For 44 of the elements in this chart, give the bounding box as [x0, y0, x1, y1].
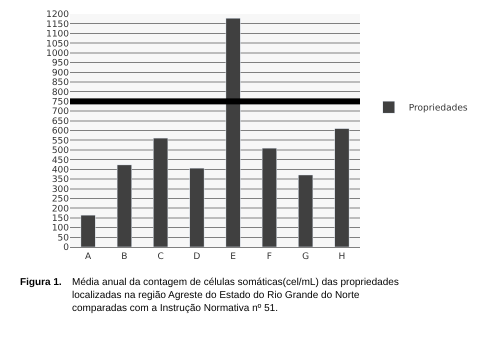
x-tick-label: A	[85, 252, 92, 262]
y-tick-label: 0	[63, 243, 70, 254]
x-tick-label: G	[302, 252, 310, 262]
bar	[189, 168, 204, 247]
bar	[226, 18, 241, 247]
y-tick-label: 250	[52, 194, 70, 205]
bar	[153, 138, 168, 247]
y-tick-label: 850	[52, 78, 70, 88]
y-tick-label: 400	[52, 165, 70, 176]
y-tick-label: 50	[58, 233, 70, 244]
y-tick-label: 750	[52, 98, 70, 108]
y-tick-label: 500	[52, 146, 70, 156]
text: Média anual da contagem de células somáticas(cel/mL) das propriedades localizadas na região Agreste do Estado do Rio Grande do Norte comparadas com a Instrução Normativa nº 51.	[72, 277, 399, 314]
y-tick-label: 1050	[46, 39, 70, 50]
y-tick-label: 200	[52, 204, 70, 214]
x-tick-label: H	[338, 252, 346, 262]
y-tick-label: 350	[52, 175, 70, 186]
x-tick-label: B	[121, 252, 128, 262]
bar	[262, 148, 277, 247]
y-tick-label: 150	[52, 214, 70, 224]
y-tick-label: 1100	[46, 30, 70, 40]
bar	[334, 128, 350, 247]
y-tick-label: 1150	[46, 20, 70, 30]
y-tick-label: 950	[52, 58, 70, 69]
y-tick-label: 600	[52, 126, 70, 137]
x-tick-label: C	[157, 252, 164, 262]
y-tick-label: 300	[52, 184, 70, 195]
bar	[298, 174, 314, 247]
y-tick-label: 800	[52, 88, 70, 98]
text: Figura 1.	[20, 277, 62, 288]
y-tick-label: 1000	[46, 48, 70, 59]
y-tick-label: 900	[52, 68, 70, 78]
legend-label: Propriedades	[408, 104, 468, 114]
y-tick-label: 650	[52, 116, 70, 127]
x-tick-label: E	[230, 252, 236, 262]
bar	[80, 214, 96, 247]
y-tick-label: 1200	[46, 10, 70, 20]
x-tick-label: D	[193, 252, 200, 262]
y-tick-label: 550	[52, 136, 70, 146]
y-tick-label: 100	[52, 224, 70, 234]
x-tick-label: F	[266, 252, 272, 262]
y-tick-label: 450	[52, 156, 70, 166]
bar	[116, 164, 132, 247]
y-tick-label: 700	[52, 107, 70, 118]
